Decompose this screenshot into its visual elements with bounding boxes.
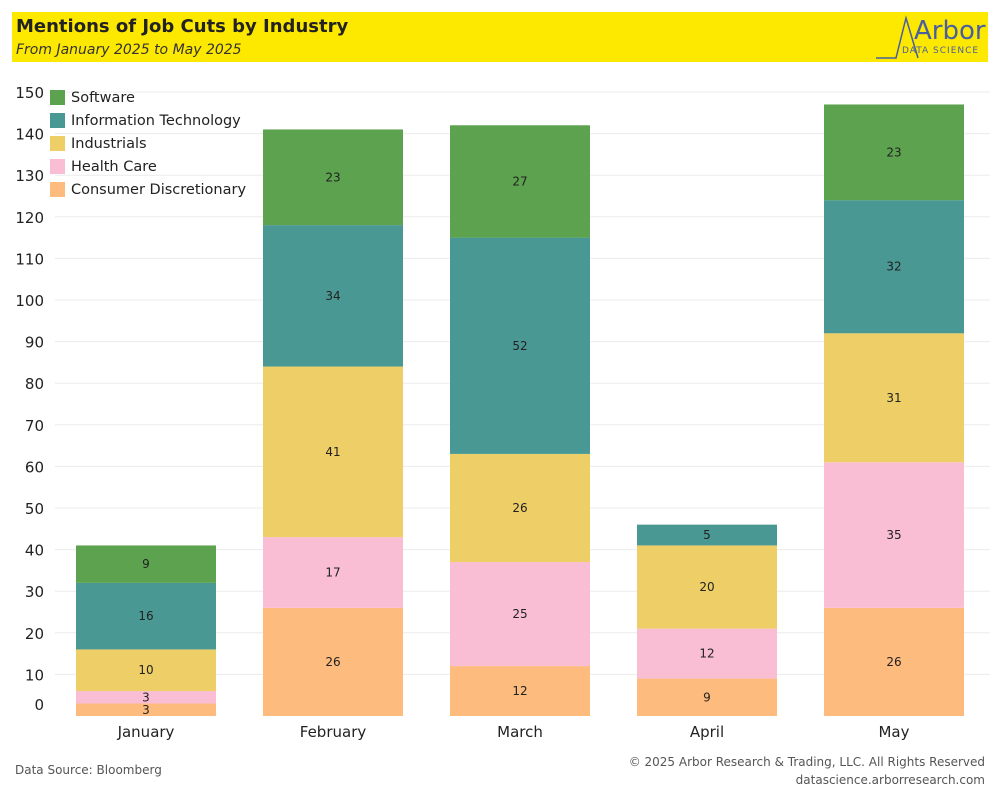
y-tick-label-70: 70 <box>25 417 44 435</box>
y-tick-label-30: 30 <box>25 583 44 601</box>
legend-swatch-health-care <box>50 159 65 174</box>
bar-april-industrials <box>637 545 777 629</box>
data-label-march-information-technology: 52 <box>512 339 527 353</box>
data-label-february-industrials: 41 <box>325 445 340 459</box>
legend-item-software: Software <box>50 86 246 109</box>
logo-subtitle: DATA SCIENCE <box>902 46 980 56</box>
legend-item-health-care: Health Care <box>50 155 246 178</box>
legend-label-information-technology: Information Technology <box>71 112 241 129</box>
data-label-may-information-technology: 32 <box>886 260 901 274</box>
legend-label-software: Software <box>71 89 135 106</box>
y-tick-label-10: 10 <box>25 666 44 684</box>
data-label-march-health-care: 25 <box>512 607 527 621</box>
y-tick-label-60: 60 <box>25 458 44 476</box>
bar-january-health-care <box>76 691 216 704</box>
y-tick-label-100: 100 <box>15 292 44 310</box>
legend-label-consumer-discretionary: Consumer Discretionary <box>71 181 247 198</box>
y-tick-label-110: 110 <box>15 250 44 268</box>
bar-may-software <box>824 104 964 201</box>
y-tick-label-20: 20 <box>25 625 44 643</box>
copyright-text: © 2025 Arbor Research & Trading, LLC. Al… <box>628 755 985 769</box>
bar-may-health-care <box>824 462 964 608</box>
legend-swatch-information-technology <box>50 113 65 128</box>
bar-may-consumer-discretionary <box>824 607 964 716</box>
legend-item-industrials: Industrials <box>50 132 246 155</box>
legend-swatch-consumer-discretionary <box>50 182 65 197</box>
x-tick-label-march: March <box>497 723 543 741</box>
data-label-april-information-technology: 5 <box>703 528 711 542</box>
data-label-january-industrials: 10 <box>138 663 153 677</box>
y-tick-label-0: 0 <box>34 696 44 714</box>
arbor-logo: Arbor DATA SCIENCE <box>874 12 988 62</box>
legend-label-industrials: Industrials <box>71 135 147 152</box>
data-label-march-industrials: 26 <box>512 501 527 515</box>
data-label-may-health-care: 35 <box>886 528 901 542</box>
data-label-january-health-care: 3 <box>142 690 150 704</box>
bar-february-health-care <box>263 537 403 608</box>
legend-item-consumer-discretionary: Consumer Discretionary <box>50 178 246 201</box>
data-label-february-consumer-discretionary: 26 <box>325 655 340 669</box>
y-tick-label-150: 150 <box>15 84 44 102</box>
bar-january-software <box>76 545 216 583</box>
footer-credits: © 2025 Arbor Research & Trading, LLC. Al… <box>629 753 985 789</box>
chart-title: Mentions of Job Cuts by Industry <box>16 16 349 37</box>
data-label-april-health-care: 12 <box>699 647 714 661</box>
y-tick-label-120: 120 <box>15 209 44 227</box>
x-tick-label-may: May <box>878 723 909 741</box>
legend-swatch-software <box>50 90 65 105</box>
data-label-january-software: 9 <box>142 557 150 571</box>
bar-march-software <box>450 125 590 238</box>
y-tick-label-40: 40 <box>25 542 44 560</box>
x-tick-label-february: February <box>300 723 367 741</box>
bar-january-information-technology <box>76 582 216 650</box>
arbor-logo-mark-icon <box>876 15 919 59</box>
data-label-march-software: 27 <box>512 174 527 188</box>
bar-february-information-technology <box>263 225 403 367</box>
title-banner: Mentions of Job Cuts by Industry From Ja… <box>12 12 988 62</box>
y-tick-label-140: 140 <box>15 126 44 144</box>
y-tick-label-130: 130 <box>15 167 44 185</box>
bar-january-industrials <box>76 649 216 692</box>
data-label-may-industrials: 31 <box>886 391 901 405</box>
bar-april-information-technology <box>637 524 777 546</box>
bar-march-health-care <box>450 562 590 667</box>
bar-february-software <box>263 129 403 226</box>
y-tick-label-50: 50 <box>25 500 44 518</box>
bar-march-consumer-discretionary <box>450 666 590 716</box>
data-label-may-software: 23 <box>886 145 901 159</box>
bar-february-consumer-discretionary <box>263 607 403 716</box>
data-label-february-software: 23 <box>325 170 340 184</box>
data-label-april-consumer-discretionary: 9 <box>703 690 711 704</box>
bar-march-industrials <box>450 453 590 563</box>
x-tick-label-april: April <box>690 723 724 741</box>
logo-word: Arbor <box>914 16 986 46</box>
legend-label-health-care: Health Care <box>71 158 157 175</box>
data-label-february-information-technology: 34 <box>325 289 340 303</box>
bar-may-industrials <box>824 333 964 463</box>
legend-swatch-industrials <box>50 136 65 151</box>
legend-item-information-technology: Information Technology <box>50 109 246 132</box>
data-source: Data Source: Bloomberg <box>15 763 162 777</box>
y-tick-label-90: 90 <box>25 334 44 352</box>
chart-legend: Software Information Technology Industri… <box>50 86 246 201</box>
data-label-january-consumer-discretionary: 3 <box>142 703 150 717</box>
bar-march-information-technology <box>450 237 590 454</box>
bar-january-consumer-discretionary <box>76 703 216 716</box>
data-label-february-health-care: 17 <box>325 565 340 579</box>
x-tick-label-january: January <box>117 723 175 741</box>
bar-april-consumer-discretionary <box>637 678 777 716</box>
data-label-may-consumer-discretionary: 26 <box>886 655 901 669</box>
chart-subtitle: From January 2025 to May 2025 <box>16 42 242 58</box>
bar-april-health-care <box>637 628 777 679</box>
data-label-april-industrials: 20 <box>699 580 714 594</box>
data-label-january-information-technology: 16 <box>138 609 153 623</box>
website-link[interactable]: datascience.arborresearch.com <box>795 773 985 787</box>
bar-may-information-technology <box>824 200 964 334</box>
bar-february-industrials <box>263 366 403 538</box>
y-tick-label-80: 80 <box>25 375 44 393</box>
data-label-march-consumer-discretionary: 12 <box>512 684 527 698</box>
